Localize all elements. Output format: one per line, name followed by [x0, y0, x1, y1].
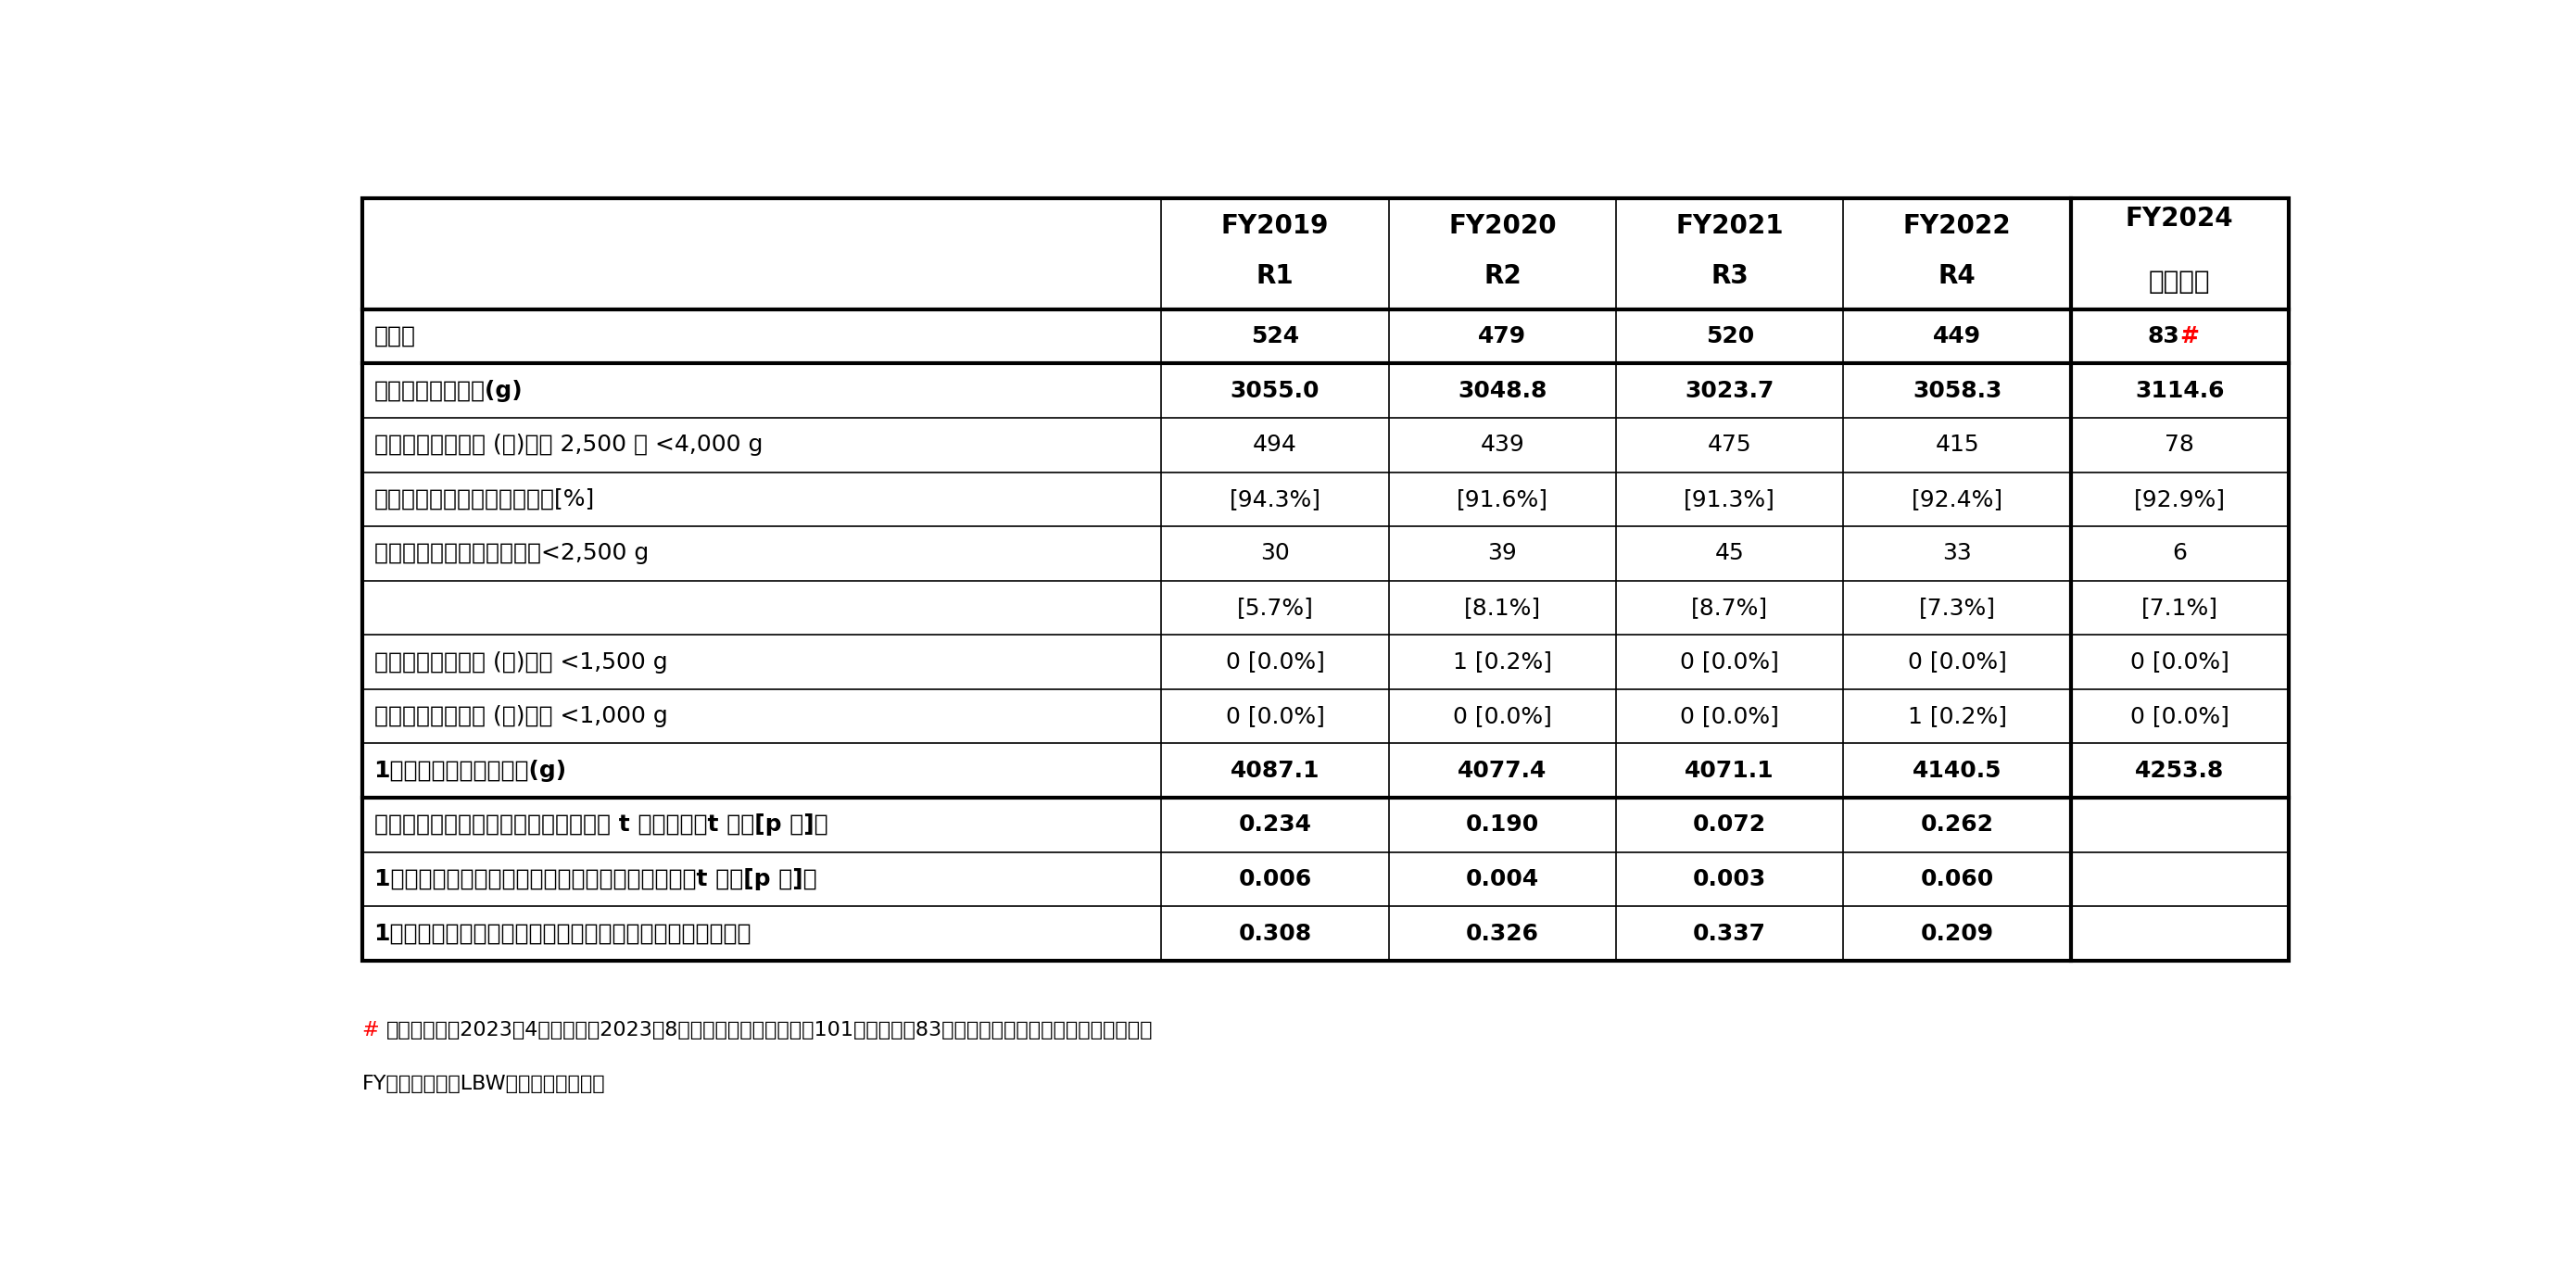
- Text: FY2020: FY2020: [1448, 213, 1556, 239]
- Text: 3055.0: 3055.0: [1231, 379, 1319, 402]
- Text: 479: 479: [1479, 325, 1528, 347]
- Text: [5.7%]: [5.7%]: [1236, 596, 1314, 619]
- Text: [7.3%]: [7.3%]: [1919, 596, 1996, 619]
- Text: 0.337: 0.337: [1692, 923, 1767, 944]
- Text: 超低出生体重児 (人)：　 <1,000 g: 超低出生体重児 (人)： <1,000 g: [374, 705, 667, 727]
- Text: 439: 439: [1481, 434, 1525, 456]
- Text: 1 [0.2%]: 1 [0.2%]: [1906, 705, 2007, 727]
- Text: 0.003: 0.003: [1692, 869, 1767, 891]
- Text: 0.262: 0.262: [1922, 813, 1994, 837]
- Text: 415: 415: [1935, 434, 1978, 456]
- Text: 475: 475: [1708, 434, 1752, 456]
- Text: 45: 45: [1716, 542, 1744, 564]
- Text: 78: 78: [2164, 434, 2195, 456]
- Text: #: #: [361, 1020, 379, 1040]
- Text: 出生時における介入結果体重との比較 t 検定　　（t 検定[p 値]）: 出生時における介入結果体重との比較 t 検定 （t 検定[p 値]）: [374, 813, 827, 837]
- Text: 対象者数は、2023年4月１日から2023年8月４日までに登録された101人で、うち83人の出生時体重が解析可能であった。: 対象者数は、2023年4月１日から2023年8月４日までに登録された101人で、…: [386, 1020, 1151, 1040]
- Text: R3: R3: [1710, 263, 1749, 289]
- Bar: [361, 199, 2287, 961]
- Text: FY2019: FY2019: [1221, 213, 1329, 239]
- Text: R2: R2: [1484, 263, 1522, 289]
- Text: 0.004: 0.004: [1466, 869, 1538, 891]
- Text: 0.060: 0.060: [1919, 869, 1994, 891]
- Text: [92.9%]: [92.9%]: [2133, 488, 2226, 510]
- Text: [7.1%]: [7.1%]: [2141, 596, 2218, 619]
- Text: [94.3%]: [94.3%]: [1229, 488, 1321, 510]
- Text: 494: 494: [1252, 434, 1298, 456]
- Text: 0.234: 0.234: [1239, 813, 1311, 837]
- Text: 出生時平均体重　(g): 出生時平均体重 (g): [374, 379, 523, 402]
- Text: 520: 520: [1705, 325, 1754, 347]
- Text: 4087.1: 4087.1: [1231, 759, 1319, 781]
- Text: [8.1%]: [8.1%]: [1463, 596, 1540, 619]
- Text: 0.308: 0.308: [1239, 923, 1311, 944]
- Text: 3023.7: 3023.7: [1685, 379, 1775, 402]
- Text: R1: R1: [1257, 263, 1293, 289]
- Text: 1か月健诊時平均体重　(g): 1か月健诊時平均体重 (g): [374, 759, 567, 781]
- Text: FY2022: FY2022: [1904, 213, 2012, 239]
- Text: 0 [0.0%]: 0 [0.0%]: [2130, 651, 2228, 673]
- Text: 0.072: 0.072: [1692, 813, 1767, 837]
- Text: 0.006: 0.006: [1239, 869, 1311, 891]
- Text: 極低出生体重児 (人)：　 <1,500 g: 極低出生体重児 (人)： <1,500 g: [374, 651, 667, 673]
- Text: 低出生体重児　　　：　<2,500 g: 低出生体重児 ： <2,500 g: [374, 542, 649, 564]
- Text: R4: R4: [1937, 263, 1976, 289]
- Text: [92.4%]: [92.4%]: [1911, 488, 2004, 510]
- Text: FY2024: FY2024: [2125, 206, 2233, 231]
- Text: [%]: [%]: [374, 488, 595, 510]
- Text: [8.7%]: [8.7%]: [1692, 596, 1767, 619]
- Text: 4077.4: 4077.4: [1458, 759, 1548, 781]
- Text: 3048.8: 3048.8: [1458, 379, 1548, 402]
- Text: 1か月健诊時における介入結果体重との比較　　（効果量）: 1か月健诊時における介入結果体重との比較 （効果量）: [374, 923, 752, 944]
- Text: FYは会計年度、LBWは低出生体重児。: FYは会計年度、LBWは低出生体重児。: [361, 1076, 605, 1094]
- Text: 0 [0.0%]: 0 [0.0%]: [1680, 651, 1780, 673]
- Text: 39: 39: [1489, 542, 1517, 564]
- Text: 449: 449: [1932, 325, 1981, 347]
- Text: 0 [0.0%]: 0 [0.0%]: [1680, 705, 1780, 727]
- Text: 30: 30: [1260, 542, 1291, 564]
- Text: 6: 6: [2172, 542, 2187, 564]
- Text: 1 [0.2%]: 1 [0.2%]: [1453, 651, 1551, 673]
- Text: 0.190: 0.190: [1466, 813, 1538, 837]
- Text: 0.209: 0.209: [1922, 923, 1994, 944]
- Text: 0.326: 0.326: [1466, 923, 1538, 944]
- Text: [91.3%]: [91.3%]: [1685, 488, 1775, 510]
- Text: #: #: [2179, 325, 2200, 347]
- Text: 0 [0.0%]: 0 [0.0%]: [1453, 705, 1551, 727]
- Text: 0 [0.0%]: 0 [0.0%]: [1226, 705, 1324, 727]
- Text: 0 [0.0%]: 0 [0.0%]: [2130, 705, 2228, 727]
- Text: 介入結果: 介入結果: [2148, 269, 2210, 294]
- Text: 3058.3: 3058.3: [1911, 379, 2002, 402]
- Text: 33: 33: [1942, 542, 1971, 564]
- Text: 83: 83: [2148, 325, 2179, 347]
- Text: 4253.8: 4253.8: [2136, 759, 2223, 781]
- Text: 4071.1: 4071.1: [1685, 759, 1775, 781]
- Text: 524: 524: [1252, 325, 1298, 347]
- Text: 正常出生体重児 (人)：　 2,500 ～ <4,000 g: 正常出生体重児 (人)： 2,500 ～ <4,000 g: [374, 434, 762, 456]
- Text: 3114.6: 3114.6: [2136, 379, 2223, 402]
- Text: 4140.5: 4140.5: [1911, 759, 2002, 781]
- Text: [91.6%]: [91.6%]: [1455, 488, 1548, 510]
- Text: 対象者: 対象者: [374, 325, 415, 347]
- Text: 0 [0.0%]: 0 [0.0%]: [1226, 651, 1324, 673]
- Text: FY2021: FY2021: [1677, 213, 1783, 239]
- Text: 0 [0.0%]: 0 [0.0%]: [1909, 651, 2007, 673]
- Text: 1か月健诊時における介入結果体重との比較　　（t 検定[p 値]）: 1か月健诊時における介入結果体重との比較 （t 検定[p 値]）: [374, 869, 817, 891]
